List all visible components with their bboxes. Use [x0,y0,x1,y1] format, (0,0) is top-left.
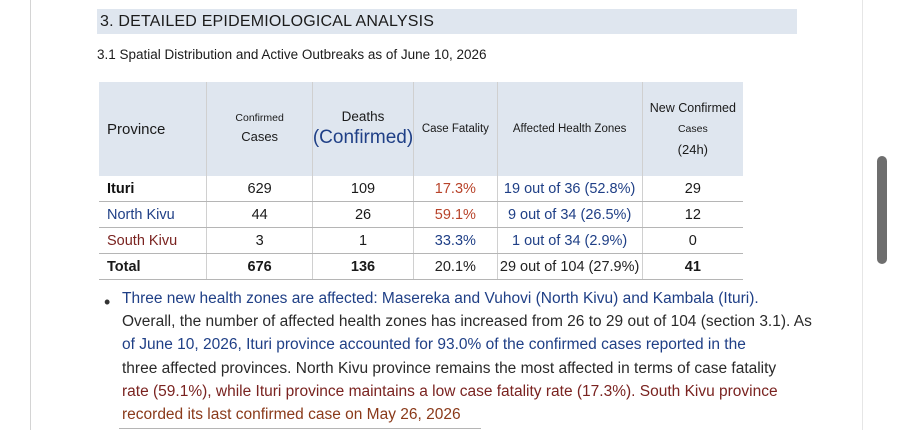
cell-case-fatality: 33.3% [413,227,498,254]
header-deaths-top: Deaths [341,109,385,124]
bullet-icon: • [104,292,111,312]
header-new-cases: New Confirmed Cases (24h) [642,82,743,176]
page-left-border [30,0,31,430]
header-deaths-bottom: (Confirmed) [312,127,414,148]
outbreaks-table: Province Confirmed Cases Deaths (Confirm… [99,82,743,280]
bottom-divider [119,428,481,429]
page-right-border [862,0,863,430]
scrollbar-thumb[interactable] [877,156,887,264]
cell-province: North Kivu [99,201,208,228]
header-confirmed: Confirmed Cases [206,82,313,176]
cell-total-new-cases: 41 [642,253,743,280]
bullet-line-5: rate (59.1%), while Ituri province maint… [122,383,778,400]
cell-affected-zones: 19 out of 36 (52.8%) [497,176,643,202]
cell-deaths: 1 [312,227,415,254]
cell-total-case-fatality: 20.1% [413,253,498,280]
header-confirmed-top: Confirmed [235,112,284,124]
table-row: North Kivu 44 26 59.1% 9 out of 34 (26.5… [99,201,743,228]
cell-new-cases: 0 [642,227,743,254]
cell-deaths: 109 [312,176,415,202]
bullet-line-4: three affected provinces. North Kivu pro… [122,360,777,377]
header-case-fatality: Case Fatality [413,82,498,176]
cell-case-fatality: 17.3% [413,176,498,202]
bullet-line-6: recorded its last confirmed case on May … [122,406,461,423]
cell-total-deaths: 136 [312,253,415,280]
header-new-2: Cases [677,123,708,135]
cell-affected-zones: 1 out of 34 (2.9%) [497,227,643,254]
cell-confirmed: 629 [206,176,313,202]
cell-deaths: 26 [312,201,415,228]
cell-new-cases: 29 [642,176,743,202]
header-province: Province [99,82,208,176]
header-confirmed-bottom: Cases [241,129,279,144]
header-affected-zones: Affected Health Zones [497,82,643,176]
header-new-3: (24h) [677,142,709,157]
subsection-heading: 3.1 Spatial Distribution and Active Outb… [97,47,487,62]
cell-total-confirmed: 676 [206,253,313,280]
cell-province: South Kivu [99,227,208,254]
bullet-line-1: Three new health zones are affected: Mas… [122,290,759,307]
bullet-line-2: Overall, the number of affected health z… [122,313,812,330]
cell-confirmed: 44 [206,201,313,228]
header-deaths: Deaths (Confirmed) [312,82,415,176]
bullet-line-3: of June 10, 2026, Ituri province account… [122,336,746,353]
table-total-row: Total 676 136 20.1% 29 out of 104 (27.9%… [99,253,743,280]
cell-case-fatality: 59.1% [413,201,498,228]
header-new-1: New Confirmed [649,101,736,115]
table-header-row: Province Confirmed Cases Deaths (Confirm… [99,82,743,176]
cell-province: Ituri [99,176,208,202]
table-row: South Kivu 3 1 33.3% 1 out of 34 (2.9%) … [99,227,743,254]
cell-affected-zones: 9 out of 34 (26.5%) [497,201,643,228]
table-row: Ituri 629 109 17.3% 19 out of 36 (52.8%)… [99,176,743,202]
cell-confirmed: 3 [206,227,313,254]
cell-total-label: Total [99,253,208,280]
section-heading: 3. DETAILED EPIDEMIOLOGICAL ANALYSIS [97,9,797,34]
cell-new-cases: 12 [642,201,743,228]
cell-total-affected-zones: 29 out of 104 (27.9%) [497,253,643,280]
